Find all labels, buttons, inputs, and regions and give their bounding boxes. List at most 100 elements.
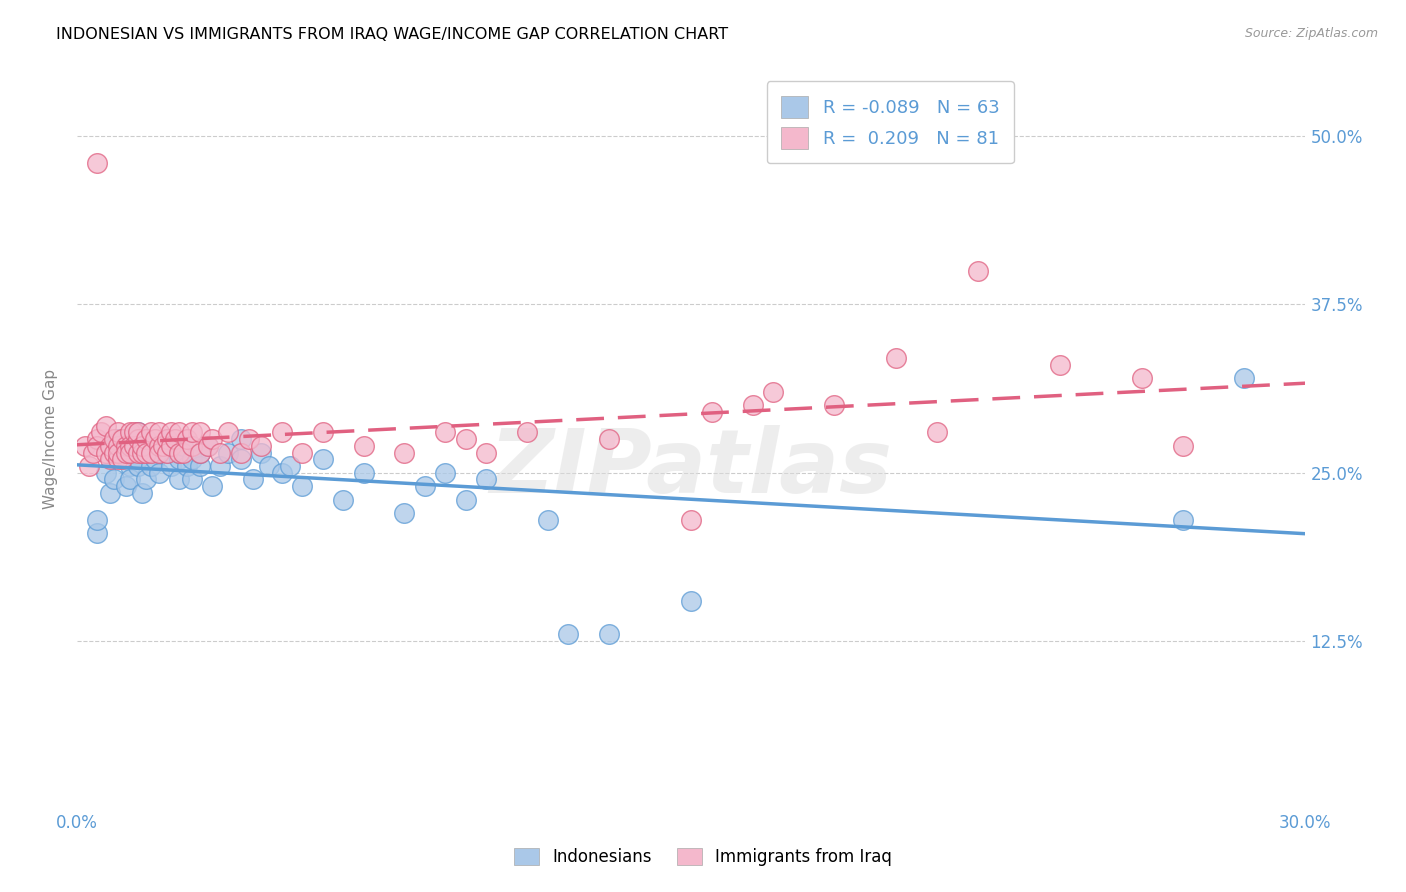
Point <box>332 492 354 507</box>
Point <box>115 439 138 453</box>
Point <box>172 439 194 453</box>
Point <box>107 445 129 459</box>
Point <box>120 425 142 440</box>
Point <box>122 432 145 446</box>
Point <box>86 526 108 541</box>
Point <box>94 466 117 480</box>
Point <box>681 513 703 527</box>
Point <box>86 432 108 446</box>
Point <box>86 439 108 453</box>
Point <box>107 432 129 446</box>
Point <box>131 486 153 500</box>
Point <box>148 445 170 459</box>
Point <box>86 156 108 170</box>
Point <box>762 384 785 399</box>
Point <box>131 445 153 459</box>
Point <box>135 432 157 446</box>
Point <box>120 439 142 453</box>
Point <box>229 445 252 459</box>
Point <box>188 425 211 440</box>
Point <box>127 432 149 446</box>
Point <box>172 445 194 459</box>
Point <box>454 432 477 446</box>
Point <box>127 425 149 440</box>
Point <box>160 439 183 453</box>
Point <box>165 432 187 446</box>
Point <box>413 479 436 493</box>
Point <box>107 439 129 453</box>
Point <box>107 452 129 467</box>
Point <box>115 452 138 467</box>
Point <box>98 452 121 467</box>
Point <box>143 452 166 467</box>
Point <box>201 479 224 493</box>
Point <box>598 432 620 446</box>
Point <box>111 432 134 446</box>
Point <box>353 439 375 453</box>
Point <box>311 452 333 467</box>
Point <box>1049 358 1071 372</box>
Point <box>217 445 239 459</box>
Point <box>107 445 129 459</box>
Point <box>127 458 149 473</box>
Point <box>229 432 252 446</box>
Point <box>156 432 179 446</box>
Point <box>148 439 170 453</box>
Point <box>167 445 190 459</box>
Point <box>139 458 162 473</box>
Point <box>259 458 281 473</box>
Point <box>180 425 202 440</box>
Point <box>127 425 149 440</box>
Point <box>176 458 198 473</box>
Point <box>143 432 166 446</box>
Point <box>1171 439 1194 453</box>
Point <box>475 445 498 459</box>
Point <box>82 445 104 459</box>
Point <box>188 445 211 459</box>
Point <box>475 472 498 486</box>
Point <box>1233 371 1256 385</box>
Legend: Indonesians, Immigrants from Iraq: Indonesians, Immigrants from Iraq <box>506 840 900 875</box>
Point <box>311 425 333 440</box>
Point <box>291 479 314 493</box>
Point <box>238 432 260 446</box>
Point <box>201 432 224 446</box>
Point <box>148 439 170 453</box>
Point <box>139 425 162 440</box>
Point <box>120 458 142 473</box>
Point <box>291 445 314 459</box>
Point <box>167 445 190 459</box>
Point <box>741 398 763 412</box>
Point <box>135 445 157 459</box>
Point <box>156 432 179 446</box>
Point <box>925 425 948 440</box>
Point <box>77 458 100 473</box>
Point <box>197 439 219 453</box>
Point <box>103 432 125 446</box>
Point <box>270 466 292 480</box>
Point <box>127 445 149 459</box>
Point <box>90 425 112 440</box>
Point <box>180 472 202 486</box>
Point <box>160 458 183 473</box>
Point <box>94 418 117 433</box>
Point <box>73 439 96 453</box>
Point <box>167 472 190 486</box>
Point <box>516 425 538 440</box>
Text: ZIPatlas: ZIPatlas <box>489 425 893 512</box>
Point <box>167 452 190 467</box>
Point <box>139 445 162 459</box>
Point <box>1171 513 1194 527</box>
Point <box>131 439 153 453</box>
Point <box>557 627 579 641</box>
Point <box>188 458 211 473</box>
Point <box>103 472 125 486</box>
Point <box>127 439 149 453</box>
Point <box>454 492 477 507</box>
Point <box>823 398 845 412</box>
Y-axis label: Wage/Income Gap: Wage/Income Gap <box>44 369 58 509</box>
Point <box>353 466 375 480</box>
Point <box>176 432 198 446</box>
Point <box>197 439 219 453</box>
Point <box>156 445 179 459</box>
